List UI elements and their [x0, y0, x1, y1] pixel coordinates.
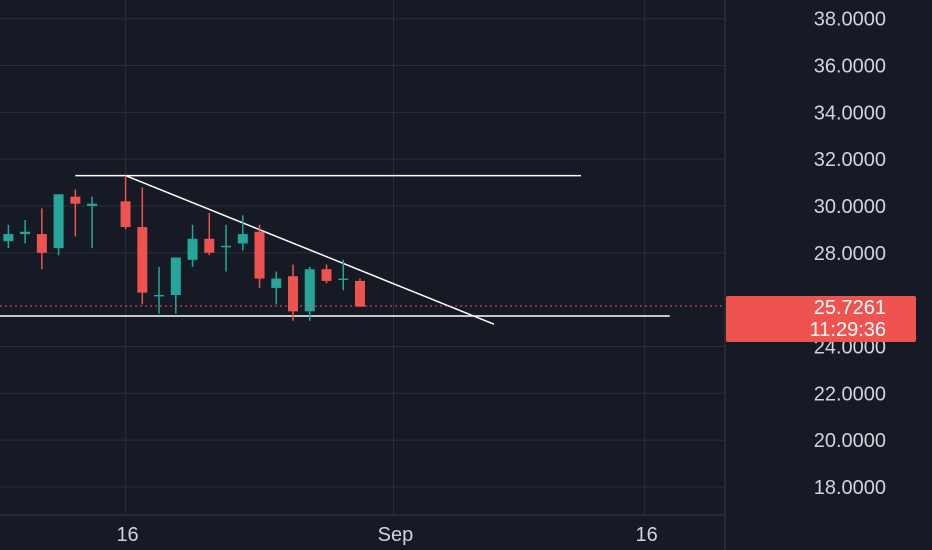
y-tick-label: 34.0000: [814, 102, 886, 124]
candle-body-down: [254, 231, 265, 279]
candle-body-up: [338, 278, 349, 281]
last-price-badge: 25.7261 11:29:36: [726, 296, 916, 343]
candle: [20, 220, 31, 244]
candle: [87, 196, 98, 249]
x-axis[interactable]: 16 Sep 16: [116, 524, 657, 546]
drawing-layer: [0, 174, 670, 325]
last-price-badge-bg: [726, 296, 916, 343]
y-tick-label: 30.0000: [814, 196, 886, 218]
candle-body-up: [3, 234, 14, 242]
x-tick-label: 16: [636, 524, 658, 546]
y-tick-label: 32.0000: [814, 149, 886, 171]
y-tick-label: 36.0000: [814, 56, 886, 78]
candle: [254, 224, 265, 288]
candle: [338, 259, 349, 291]
candle: [187, 224, 198, 267]
candle: [271, 271, 282, 305]
candle-body-down: [354, 280, 365, 307]
candle-body-down: [288, 276, 299, 312]
candle: [154, 266, 165, 314]
candle: [53, 194, 64, 256]
candle-body-down: [204, 238, 215, 253]
candle-body-down: [70, 196, 81, 204]
candle: [237, 215, 248, 251]
candle-body-down: [120, 201, 131, 228]
y-tick-label: 28.0000: [814, 243, 886, 265]
candle-layer: [3, 175, 365, 321]
candle-body-up: [237, 234, 248, 244]
candle-body-up: [53, 194, 64, 249]
x-tick-label: 16: [116, 524, 138, 546]
candle-body-up: [87, 203, 98, 206]
candle-body-up: [271, 278, 282, 288]
candle: [304, 266, 315, 321]
candle-body-down: [36, 234, 47, 253]
candle-body-down: [321, 269, 332, 281]
candle: [354, 278, 365, 307]
candle: [204, 213, 215, 256]
candle: [221, 224, 232, 272]
candle: [70, 189, 81, 237]
candle-body-up: [187, 238, 198, 260]
candle-body-up: [304, 269, 315, 312]
y-axis[interactable]: 38.0000 36.0000 34.0000 32.0000 30.0000 28.00…: [814, 9, 886, 499]
y-tick-label: 18.0000: [814, 477, 886, 499]
candle-body-up: [221, 245, 232, 248]
candle-body-up: [20, 231, 31, 235]
candle: [288, 264, 299, 321]
candle: [36, 208, 47, 270]
bar-countdown-label: 11:29:36: [810, 319, 886, 341]
candle: [3, 224, 14, 249]
candle: [120, 175, 131, 230]
candle: [321, 264, 332, 284]
y-tick-label: 38.0000: [814, 9, 886, 31]
x-tick-label: Sep: [378, 524, 414, 546]
candle: [137, 187, 148, 305]
trendline-drawing[interactable]: [125, 174, 495, 325]
y-tick-label: 22.0000: [814, 383, 886, 405]
candle-body-up: [170, 257, 181, 295]
y-tick-label: 20.0000: [814, 430, 886, 452]
candle: [170, 257, 181, 314]
candle-body-up: [154, 294, 165, 297]
candle-body-down: [137, 227, 148, 293]
last-price-label: 25.7261: [814, 297, 886, 319]
grid-layer: [0, 0, 726, 550]
